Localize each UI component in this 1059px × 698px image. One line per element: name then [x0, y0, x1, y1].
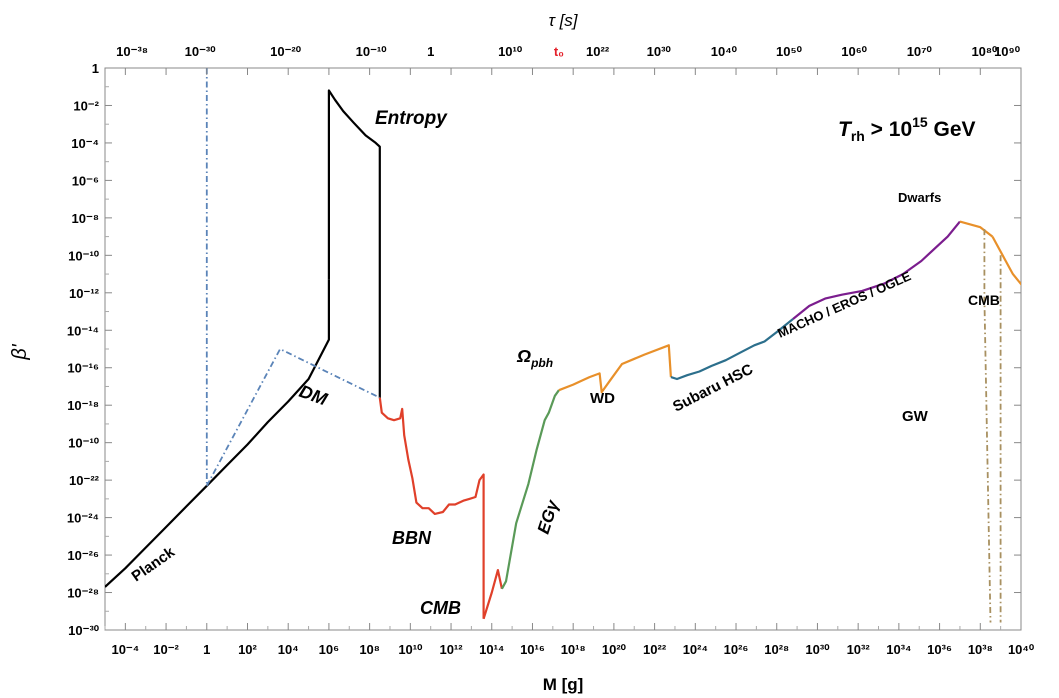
y-tick-label: 10⁻¹⁶ [67, 361, 99, 376]
x-tick-label: 10¹⁸ [561, 642, 586, 657]
x-tick-label: 10¹⁶ [520, 642, 545, 657]
annotation-gw: GW [902, 408, 929, 425]
top-tick-label: 10¹⁰ [498, 44, 523, 59]
x-tick-label: 10⁴⁰ [1008, 642, 1035, 657]
annotation-entropy: Entropy [375, 108, 448, 129]
top-tick-label: 10⁷⁰ [907, 44, 933, 59]
top-tick-label: 10⁵⁰ [776, 44, 803, 59]
x-tick-label: 10¹⁴ [479, 642, 504, 657]
y-axis-title: β' [9, 343, 31, 360]
series-entropy [327, 89, 381, 398]
y-tick-label: 10⁻¹⁸ [67, 398, 99, 413]
x-axis-title: M [g] [543, 675, 584, 694]
x-tick-label: 10⁻⁴ [111, 642, 139, 657]
annotation-bbn: BBN [392, 528, 432, 548]
x-tick-label: 10¹² [439, 642, 463, 657]
series-dm [206, 348, 381, 487]
y-tick-label: 10⁻² [73, 98, 99, 113]
series-bbn [378, 397, 485, 619]
x-tick-label: 10²⁸ [764, 642, 789, 657]
condition-prefix: T [838, 118, 853, 141]
y-tick-label: 10⁻²⁸ [67, 586, 99, 601]
top-tick-label: 10²² [586, 44, 610, 59]
series-macho-eros-ogle [792, 220, 961, 320]
top-axis-title: τ [s] [548, 11, 578, 30]
x-tick-label: 10⁴ [278, 642, 299, 657]
y-tick-label: 10⁻⁶ [72, 173, 99, 188]
x-tick-label: 10²² [643, 642, 667, 657]
x-tick-label: 10³⁶ [927, 642, 952, 657]
x-tick-label: 10³² [847, 642, 871, 657]
y-tick-label: 10⁻¹² [69, 286, 100, 301]
plot-frame-group [104, 67, 1022, 631]
x-tick-label: 10³⁴ [886, 642, 911, 657]
x-tick-label: 10⁻² [153, 642, 179, 657]
tick-layer: 10⁻⁴ 10⁻² 1 10² 10⁴ 10⁶ 10⁸ 10¹⁰ 10¹² 10¹⁴ 10¹⁶ 10¹… [67, 44, 1035, 657]
y-tick-label: 10⁻²² [69, 473, 100, 488]
annotation-cmb-low: CMB [420, 598, 461, 618]
x-tick-label: 10³⁸ [968, 642, 993, 657]
y-tick-label: 10⁻¹⁰ [68, 436, 100, 451]
condition-sub: rh [851, 128, 865, 144]
annotation--: Ωpbh [516, 346, 553, 370]
condition-sup: 15 [912, 114, 928, 130]
y-tick-label: 10⁻²⁶ [67, 548, 99, 563]
series-clip-group [105, 68, 1021, 623]
y-tick-label: 10⁻⁴ [71, 136, 99, 151]
y-tick-label: 10⁻²⁴ [67, 511, 99, 526]
annotation-macho-eros-ogle: MACHO / EROS / OGLE [775, 268, 913, 341]
series-gw [983, 229, 992, 623]
y-tick-label: 10⁻¹⁰ [68, 248, 100, 263]
series-cmb [482, 568, 503, 620]
top-tick-label: 10⁶⁰ [841, 44, 867, 59]
annotation-layer: τ [s] M [g] β' Entropy Planck DM BBN CMB EGγ Ω… [9, 11, 1000, 694]
series-planck [105, 279, 330, 588]
y-tick-label: 10⁻¹⁴ [67, 323, 99, 338]
condition-label: Trh > 1015 GeV [838, 114, 976, 144]
x-tick-label: 10⁸ [359, 642, 380, 657]
series-layer [105, 68, 1021, 623]
annotation-eg-: EGγ [534, 497, 563, 537]
top-tick-label: 10⁻²⁰ [270, 44, 302, 59]
condition-unit: GeV [928, 118, 976, 141]
top-tick-label: 10⁴⁰ [711, 44, 738, 59]
top-tick-label: 10⁻¹⁰ [356, 44, 388, 59]
x-tick-label: 10²⁴ [683, 642, 708, 657]
x-tick-label: 1 [203, 642, 210, 657]
x-tick-label: 10¹⁰ [398, 642, 423, 657]
top-tick-label: 10³⁰ [647, 44, 672, 59]
annotation-subscript: pbh [530, 356, 553, 370]
x-tick-label: 10² [238, 642, 257, 657]
annotation-cmb-high: CMB [968, 292, 1000, 308]
annotation-dwarfs: Dwarfs [898, 190, 941, 205]
series-dwarfs [959, 220, 994, 238]
annotation-subaru-hsc: Subaru HSC [670, 361, 756, 416]
x-tick-label: 10²⁰ [602, 642, 627, 657]
y-tick-label: 10⁻³⁰ [68, 623, 100, 638]
x-tick-label: 10³⁰ [805, 642, 830, 657]
top-tick-label: t₀ [554, 44, 564, 59]
top-tick-label: 10⁹⁰ [994, 44, 1021, 59]
y-tick-label: 1 [92, 61, 99, 76]
series-pbh-wd [558, 344, 672, 394]
plot-frame [104, 67, 1022, 631]
top-tick-label: 10⁸⁰ [971, 44, 998, 59]
top-tick-label: 10⁻³⁰ [185, 44, 217, 59]
series-subaru-hsc [670, 318, 794, 381]
top-tick-label: 10⁻³⁸ [116, 44, 148, 59]
condition-rel: > 10 [865, 118, 912, 141]
series-cmb [991, 236, 1021, 286]
top-tick-label: 1 [427, 44, 434, 59]
x-tick-label: 10²⁶ [724, 642, 749, 657]
x-tick-label: 10⁶ [319, 642, 339, 657]
y-tick-label: 10⁻⁸ [72, 211, 99, 226]
annotation-planck: Planck [129, 543, 179, 585]
annotation-dm: DM [297, 381, 331, 410]
series-eg [500, 389, 560, 590]
annotation-wd: WD [590, 390, 615, 407]
